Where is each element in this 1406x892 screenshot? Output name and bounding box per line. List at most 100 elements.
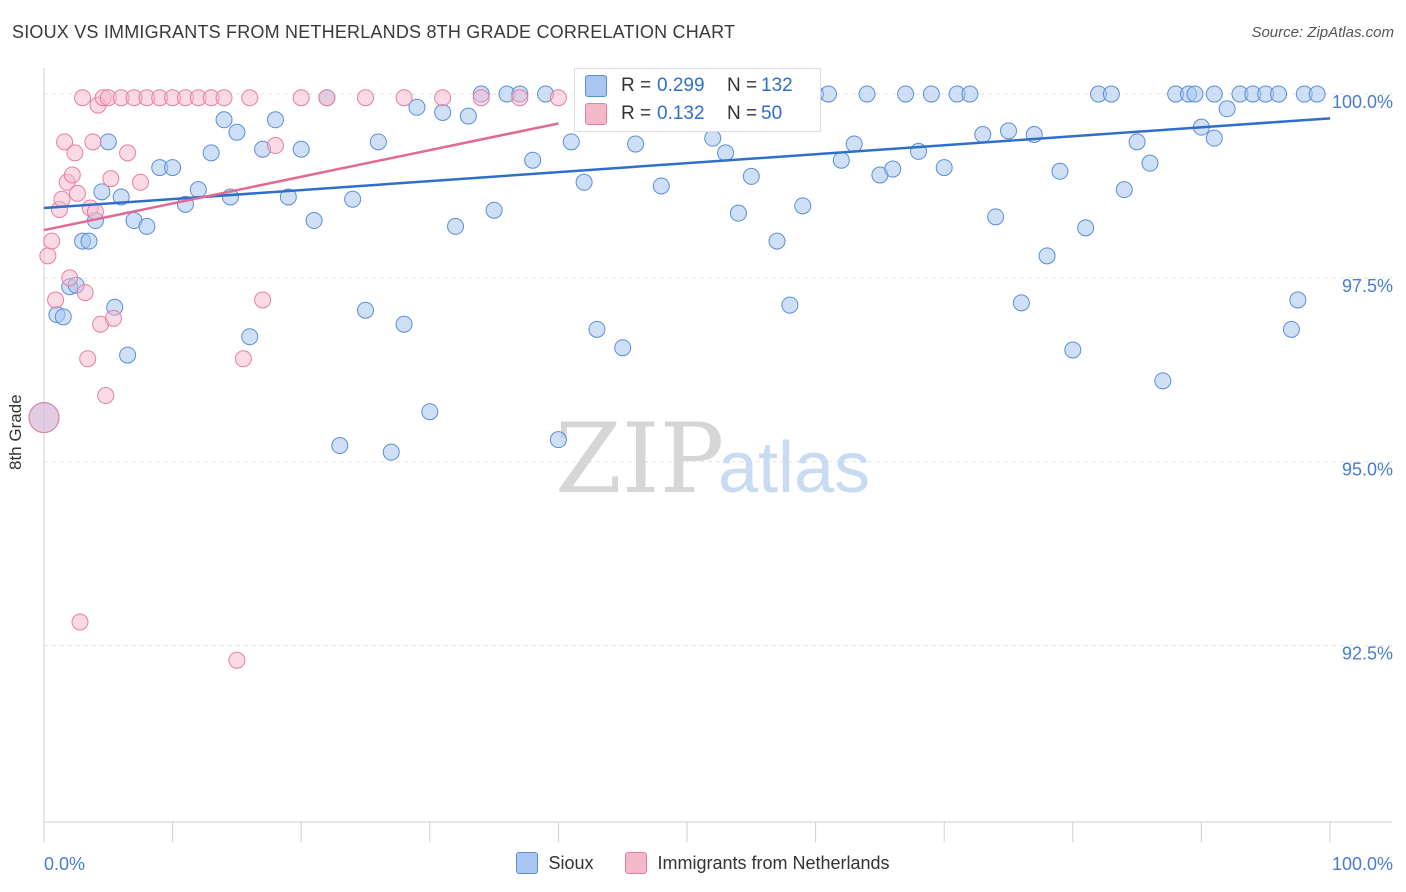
y-axis-label: 8th Grade — [6, 394, 25, 470]
legend-item-netherlands[interactable]: Immigrants from Netherlands — [625, 852, 890, 874]
data-point-netherlands — [228, 651, 246, 669]
data-point-sioux — [858, 85, 876, 103]
y-tick-label: 92.5% — [1342, 644, 1393, 664]
data-point-sioux — [344, 190, 362, 208]
data-point-sioux — [1270, 85, 1288, 103]
data-point-sioux — [80, 232, 98, 250]
data-point-sioux — [305, 212, 323, 230]
data-point-netherlands — [39, 247, 57, 265]
data-point-sioux — [421, 403, 439, 421]
data-point-sioux — [1115, 181, 1133, 199]
data-point-netherlands — [74, 89, 92, 107]
data-point-sioux — [742, 167, 760, 185]
series-netherlands-points — [28, 89, 567, 669]
source-label: Source: ZipAtlas.com — [1251, 24, 1394, 41]
trendline-netherlands — [43, 122, 559, 232]
data-point-sioux — [922, 85, 940, 103]
data-point-sioux — [434, 103, 452, 121]
data-point-netherlands — [234, 350, 252, 368]
stats-box: R = 0.299 N = 132 R = 0.132 N = 50 — [574, 68, 821, 132]
data-point-sioux — [1128, 133, 1146, 151]
stats-n-value-sioux: 132 — [761, 75, 793, 96]
chart-title: SIOUX VS IMMIGRANTS FROM NETHERLANDS 8TH… — [12, 22, 736, 42]
data-point-sioux — [588, 320, 606, 338]
stats-row-sioux: R = 0.299 N = 132 — [585, 73, 811, 99]
data-point-netherlands — [104, 309, 122, 327]
data-point-netherlands — [68, 184, 86, 202]
data-point-sioux — [357, 301, 374, 319]
watermark-zip: ZIP — [555, 403, 724, 515]
data-point-sioux — [1186, 85, 1204, 103]
data-point-netherlands — [357, 89, 374, 107]
data-point-sioux — [845, 135, 863, 153]
data-point-netherlands — [549, 89, 567, 107]
data-point-sioux — [164, 159, 182, 177]
data-point-netherlands — [79, 350, 97, 368]
data-point-sioux — [459, 107, 477, 125]
grid-lines — [44, 93, 1392, 647]
stats-r-label: R = — [621, 103, 652, 124]
axes — [43, 68, 1392, 842]
data-point-sioux — [729, 204, 747, 222]
data-point-sioux — [202, 144, 220, 162]
y-tick-label: 95.0% — [1342, 460, 1393, 480]
data-point-sioux — [704, 129, 722, 147]
data-point-sioux — [485, 201, 503, 219]
data-point-netherlands — [97, 387, 115, 405]
data-point-sioux — [1038, 247, 1056, 265]
data-point-netherlands — [292, 89, 310, 107]
stats-n-label: N = — [727, 75, 758, 96]
data-point-netherlands — [119, 144, 137, 162]
data-point-sioux — [768, 232, 786, 250]
watermark-atlas: atlas — [718, 428, 870, 508]
stats-swatch-netherlands — [585, 103, 607, 125]
data-point-sioux — [1282, 320, 1300, 338]
y-tick-label: 100.0% — [1332, 92, 1393, 112]
data-point-netherlands — [395, 89, 413, 107]
stats-row-netherlands: R = 0.132 N = 50 — [585, 101, 811, 127]
data-point-sioux — [575, 173, 593, 191]
data-point-netherlands — [71, 613, 89, 631]
data-point-sioux — [447, 217, 465, 235]
data-point-sioux — [1154, 372, 1172, 390]
data-point-netherlands — [84, 133, 102, 151]
legend-swatch-netherlands — [625, 852, 648, 874]
stats-r-value-sioux: 0.299 — [657, 75, 705, 96]
legend-item-sioux[interactable]: Sioux — [516, 852, 593, 874]
stats-swatch-sioux — [585, 75, 607, 97]
data-point-sioux — [1218, 100, 1236, 118]
data-point-sioux — [241, 328, 259, 346]
data-point-netherlands — [241, 89, 259, 107]
data-point-sioux — [369, 133, 387, 151]
stats-n-label: N = — [727, 103, 758, 124]
data-point-sioux — [1064, 341, 1082, 359]
data-point-sioux — [652, 177, 670, 195]
data-point-netherlands — [102, 170, 120, 188]
data-point-sioux — [331, 437, 349, 455]
data-point-netherlands — [215, 89, 233, 107]
data-point-sioux — [189, 181, 207, 199]
data-point-netherlands — [53, 190, 71, 208]
x-tick-label: 0.0% — [44, 854, 85, 874]
data-point-sioux — [99, 133, 117, 151]
data-point-sioux — [138, 217, 156, 235]
legend-label-sioux: Sioux — [548, 852, 594, 873]
watermark: ZIP atlas — [555, 403, 870, 515]
data-point-netherlands — [61, 269, 79, 287]
stats-r-value-netherlands: 0.132 — [657, 103, 705, 124]
data-point-sioux — [987, 208, 1005, 226]
data-point-sioux — [215, 111, 233, 129]
data-point-sioux — [1051, 162, 1069, 180]
data-point-sioux — [562, 133, 580, 151]
data-point-netherlands — [266, 137, 284, 155]
trendlines — [43, 117, 1331, 232]
data-point-sioux — [1000, 122, 1017, 140]
data-point-sioux — [292, 140, 310, 158]
data-point-sioux — [549, 431, 567, 449]
data-point-sioux — [717, 144, 735, 162]
x-tick-label: 100.0% — [1332, 854, 1393, 874]
stats-r-label: R = — [621, 75, 652, 96]
stats-n-value-netherlands: 50 — [761, 103, 783, 124]
data-point-sioux — [93, 183, 111, 201]
